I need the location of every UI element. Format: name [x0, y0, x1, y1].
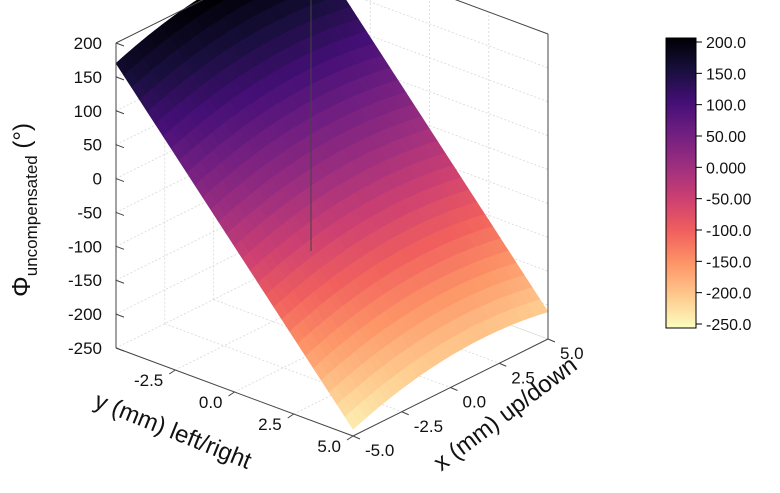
z-tick-mark — [115, 279, 125, 284]
z-tick-label: -50 — [77, 203, 102, 222]
x-axis-label: x (mm) up/down — [429, 351, 583, 476]
z-tick-mark — [115, 144, 125, 149]
colorbar-tick-label: -250.0 — [706, 317, 751, 334]
colorbar-gradient — [665, 37, 697, 329]
z-tick-mark — [115, 211, 125, 216]
axis-line — [115, 0, 204, 44]
y-tick-mark — [168, 369, 176, 375]
z-axis-ticks: 200 150 100 50 0 -50 -100 -150 -200 -250 — [68, 34, 125, 358]
y-tick-label: 0.0 — [199, 393, 223, 412]
colorbar-tick-label: 200.0 — [706, 35, 746, 52]
x-tick-mark — [401, 411, 409, 416]
z-tick-label: -200 — [68, 305, 102, 324]
z-tick-mark — [115, 313, 125, 318]
x-tick-mark — [499, 362, 507, 367]
colorbar-ticks: 200.0 150.0 100.0 50.00 0.000 -50.00 -100.0 -15… — [696, 35, 751, 334]
x-tick-mark — [547, 338, 556, 343]
z-axis-label: Φuncompensated (°) — [6, 123, 41, 297]
z-tick-label: -150 — [68, 271, 102, 290]
z-tick-label: 0 — [93, 170, 102, 189]
z-tick-mark — [115, 178, 125, 183]
y-axis-ticks: -2.5 0.0 2.5 5.0 — [134, 369, 354, 456]
z-tick-mark — [115, 110, 125, 115]
colorbar-tick-label: -100.0 — [706, 223, 751, 240]
z-tick-label: 50 — [83, 136, 102, 155]
x-tick-mark — [352, 435, 361, 440]
z-tick-label: -250 — [68, 339, 102, 358]
x-tick-label: 5.0 — [560, 344, 584, 363]
colorbar: 200.0 150.0 100.0 50.00 0.000 -50.00 -100.0 -15… — [665, 35, 751, 334]
x-axis-ticks: -5.0 -2.5 0.0 2.5 5.0 — [352, 338, 584, 460]
colorbar-tick-label: 150.0 — [706, 66, 746, 83]
colorbar-tick-label: 0.000 — [706, 160, 746, 177]
x-tick-label: -2.5 — [414, 417, 443, 436]
z-tick-label: 150 — [74, 68, 102, 87]
colorbar-tick-label: -50.00 — [706, 192, 751, 209]
z-tick-mark — [115, 245, 125, 250]
y-tick-mark — [228, 391, 235, 397]
z-tick-mark — [115, 42, 125, 47]
surface-patch — [344, 410, 360, 430]
x-tick-label: 2.5 — [511, 368, 535, 387]
surface-plot — [115, 0, 549, 430]
y-tick-label: 2.5 — [258, 415, 282, 434]
z-tick-label: 200 — [74, 34, 102, 53]
axis-line — [454, 0, 549, 35]
x-tick-label: -5.0 — [365, 441, 394, 460]
z-tick-label: -100 — [68, 237, 102, 256]
colorbar-tick-label: -200.0 — [706, 286, 751, 303]
y-tick-mark — [287, 413, 295, 419]
z-tick-mark — [115, 76, 125, 81]
x-tick-label: 0.0 — [463, 393, 487, 412]
y-tick-label: 5.0 — [317, 437, 341, 456]
colorbar-tick-label: 50.00 — [706, 129, 746, 146]
colorbar-tick-label: 100.0 — [706, 98, 746, 115]
x-tick-mark — [450, 387, 458, 391]
y-axis-label: y (mm) left/right — [90, 387, 255, 475]
z-tick-mark — [115, 347, 125, 352]
colorbar-tick-label: -150.0 — [706, 254, 751, 271]
y-tick-label: -2.5 — [134, 371, 163, 390]
z-tick-label: 100 — [74, 102, 102, 121]
y-tick-mark — [346, 435, 354, 441]
